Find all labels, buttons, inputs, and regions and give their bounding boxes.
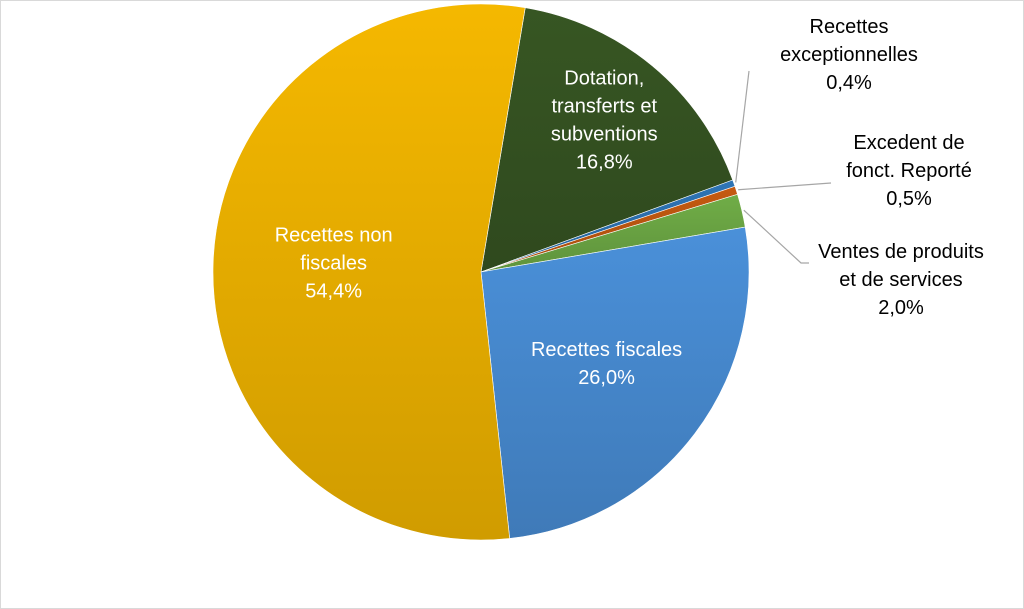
data-label-line: fiscales <box>300 253 367 275</box>
data-label-line: exceptionnelles <box>780 44 918 66</box>
data-label-value: 2,0% <box>878 297 924 319</box>
data-label-recettes-fiscales: Recettes fiscales 26,0% <box>531 339 682 389</box>
pie-slice-recettes-non-fiscales <box>212 3 526 541</box>
data-label-recettes-exceptionnelles: Recettes exceptionnelles 0,4% <box>780 16 918 94</box>
data-label-line: fonct. Reporté <box>846 160 972 182</box>
pie-slice-recettes-fiscales <box>480 226 750 539</box>
data-label-recettes-non-fiscales: Recettes non fiscales 54,4% <box>275 225 393 303</box>
data-label-line: Recettes fiscales <box>531 339 682 361</box>
data-label-value: 0,5% <box>886 188 932 210</box>
data-label-line: transferts et <box>551 96 657 118</box>
pie-slice-dotation-transferts-et-subventions <box>480 7 734 273</box>
data-label-dotation-transferts-et-subventions: Dotation, transferts et subventions 16,8% <box>551 68 658 174</box>
data-label-ventes-de-produits-et-de-services: Ventes de produits et de services 2,0% <box>818 241 984 319</box>
data-label-line: subventions <box>551 124 658 146</box>
data-label-line: Dotation, <box>564 68 644 90</box>
data-label-value: 54,4% <box>305 281 362 303</box>
data-label-excedent-de-fonct-reporte: Excedent de fonct. Reporté 0,5% <box>846 132 972 210</box>
data-label-line: Recettes non <box>275 225 393 247</box>
data-label-line: Ventes de produits <box>818 241 984 263</box>
data-label-line: et de services <box>839 269 962 291</box>
data-label-value: 16,8% <box>576 152 633 174</box>
leader-line-recettes-exceptionnelles <box>735 70 750 183</box>
leader-line-ventes-de-produits-et-de-services <box>743 209 809 264</box>
data-label-value: 0,4% <box>826 72 872 94</box>
data-label-line: Recettes <box>810 16 889 38</box>
data-label-value: 26,0% <box>578 367 635 389</box>
data-label-line: Excedent de <box>853 132 964 154</box>
leader-line-excedent-de-fonct-reporte <box>738 182 832 191</box>
